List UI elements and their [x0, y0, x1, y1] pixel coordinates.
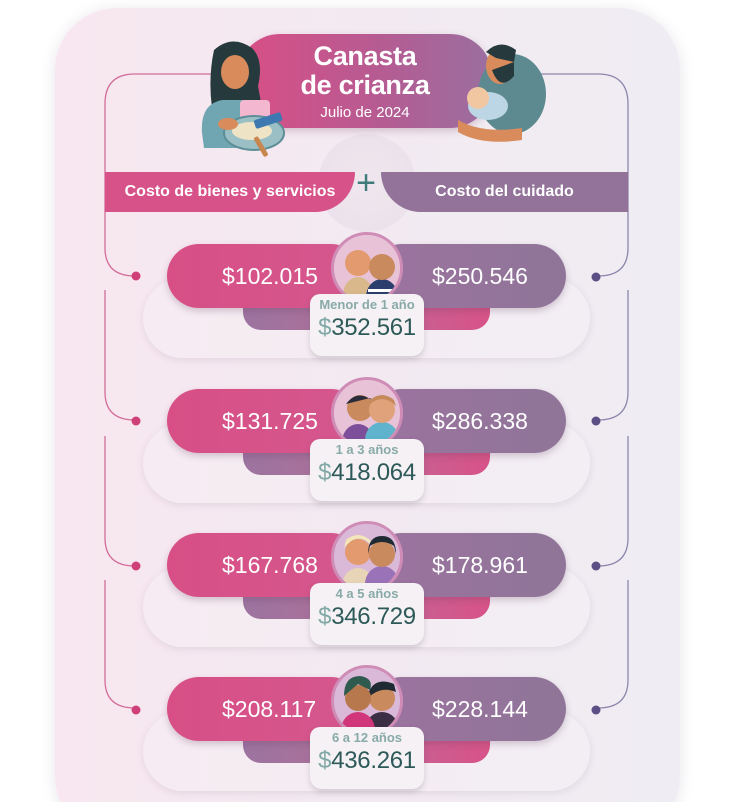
goods-cost-value: $167.768: [222, 551, 318, 578]
page-title: Canasta de crianza: [238, 42, 492, 100]
total-cost-box: 1 a 3 años $418.064: [310, 439, 424, 501]
goods-cost-pill: $167.768: [167, 533, 363, 597]
row-6-to-12: $208.117 $228.144 6 a 12 años $436.261: [0, 665, 730, 797]
father-illustration-icon: [458, 44, 546, 142]
care-cost-value: $250.546: [432, 262, 528, 289]
care-cost-value: $286.338: [432, 407, 528, 434]
row-under-1: $102.015 $250.546 Menor de 1 año $352.56…: [0, 232, 730, 364]
currency-symbol: $: [318, 459, 332, 486]
children-avatar-icon: [331, 521, 403, 593]
plus-icon: +: [356, 164, 376, 202]
care-cost-value: $228.144: [432, 695, 528, 722]
total-cost-box: Menor de 1 año $352.561: [310, 294, 424, 356]
currency-symbol: $: [318, 314, 332, 341]
date-subtitle: Julio de 2024: [320, 104, 410, 121]
goods-cost-value: $102.015: [222, 262, 318, 289]
total-cost-box: 4 a 5 años $346.729: [310, 583, 424, 645]
age-label: 4 a 5 años: [335, 586, 399, 601]
care-cost-pill: $250.546: [370, 244, 566, 308]
currency-symbol: $: [318, 603, 332, 630]
age-label: Menor de 1 año: [319, 297, 415, 312]
toddlers-avatar-icon: [331, 377, 403, 449]
kids-avatar-icon: [331, 665, 403, 737]
total-cost-box: 6 a 12 años $436.261: [310, 727, 424, 789]
mother-illustration-icon: [201, 41, 285, 157]
row-4-to-5: $167.768 $178.961 4 a 5 años $346.729: [0, 521, 730, 653]
title-line-1: Canasta: [313, 41, 417, 71]
total-amount: 352.561: [331, 314, 416, 341]
total-cost-value: $436.261: [310, 747, 424, 775]
goods-cost-value: $208.117: [222, 695, 317, 722]
total-cost-value: $418.064: [310, 459, 424, 487]
total-amount: 436.261: [331, 747, 416, 774]
goods-services-category: Costo de bienes y servicios: [105, 172, 355, 212]
row-1-to-3: $131.725 $286.338 1 a 3 años $418.064: [0, 377, 730, 509]
age-label: 6 a 12 años: [331, 730, 403, 745]
total-cost-value: $352.561: [310, 314, 424, 342]
title-line-2: de crianza: [300, 70, 430, 100]
care-cost-category: Costo del cuidado: [381, 172, 628, 212]
header-title-pill: Canasta de crianza Julio de 2024: [238, 34, 492, 128]
care-cost-pill: $178.961: [370, 533, 566, 597]
age-label: 1 a 3 años: [335, 442, 399, 457]
currency-symbol: $: [318, 747, 332, 774]
total-amount: 418.064: [331, 459, 416, 486]
total-amount: 346.729: [331, 603, 416, 630]
total-cost-value: $346.729: [310, 603, 424, 631]
goods-cost-value: $131.725: [222, 407, 318, 434]
care-cost-value: $178.961: [432, 551, 528, 578]
